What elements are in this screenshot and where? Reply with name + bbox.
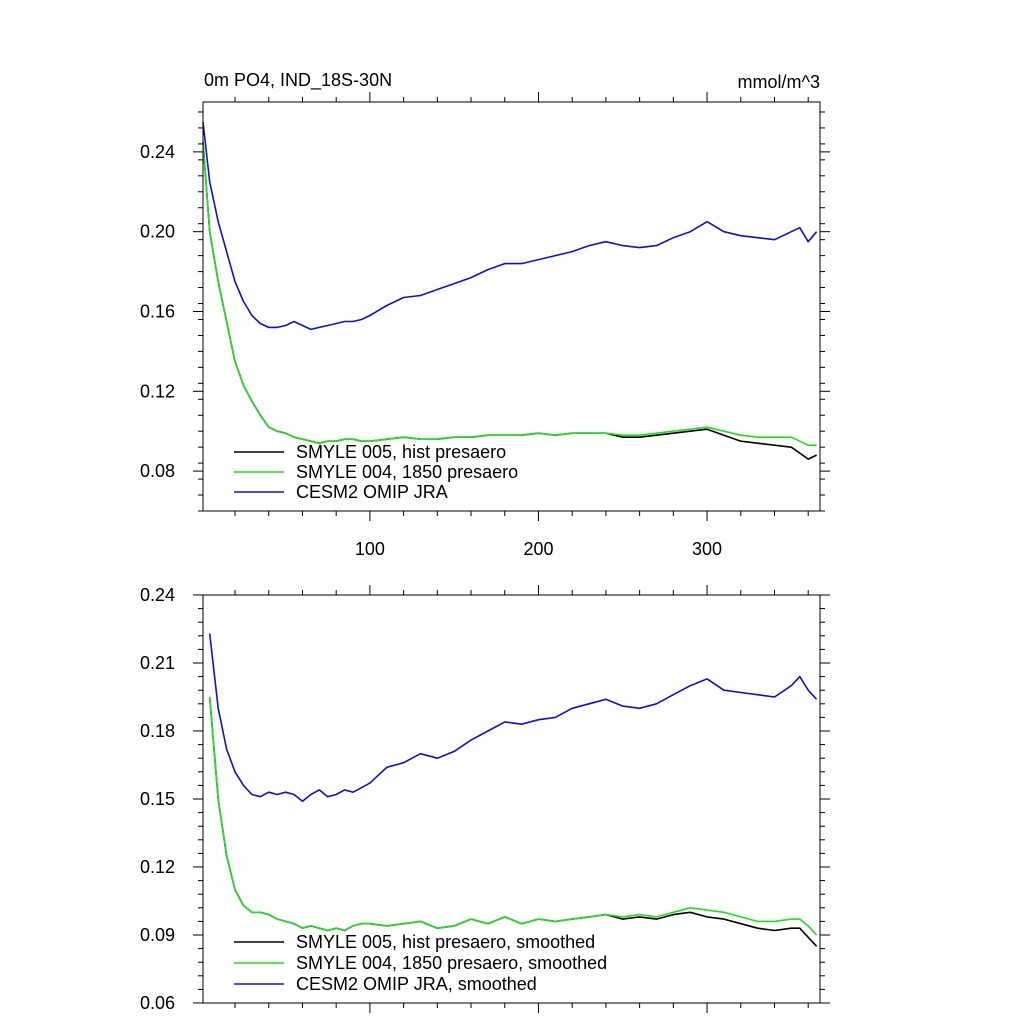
legend-label-1: SMYLE 004, 1850 presaero, smoothed bbox=[296, 953, 607, 973]
y-tick-label: 0.08 bbox=[140, 461, 175, 481]
top-panel: 0m PO4, IND_18S-30N mmol/m^3 0.08 0.12 0.1… bbox=[140, 70, 830, 559]
series-line-0 bbox=[202, 141, 817, 460]
series-line-1 bbox=[202, 141, 817, 447]
legend-label-2: CESM2 OMIP JRA, smoothed bbox=[296, 974, 537, 994]
chart-title: 0m PO4, IND_18S-30N bbox=[204, 70, 392, 91]
top-axis-ticks: 0.08 0.12 0.16 0.20 0.24 100 200 300 bbox=[140, 92, 830, 559]
series-line-1 bbox=[208, 696, 818, 936]
x-tick-label: 200 bbox=[523, 539, 553, 559]
series-line-0 bbox=[208, 696, 818, 947]
y-tick-label: 0.06 bbox=[140, 993, 175, 1013]
y-tick-label: 0.24 bbox=[140, 585, 175, 605]
bottom-plot-frame bbox=[202, 594, 821, 1004]
legend-label-2: CESM2 OMIP JRA bbox=[296, 482, 448, 502]
top-series-lines bbox=[202, 121, 818, 460]
series-line-2 bbox=[208, 633, 818, 803]
y-tick-label: 0.16 bbox=[140, 301, 175, 321]
y-tick-label: 0.15 bbox=[140, 789, 175, 809]
series-line-2 bbox=[202, 121, 818, 331]
y-tick-label: 0.09 bbox=[140, 925, 175, 945]
x-tick-label: 100 bbox=[355, 539, 385, 559]
top-plot-frame bbox=[202, 101, 821, 512]
y-tick-label: 0.20 bbox=[140, 222, 175, 242]
bottom-axis-ticks: 0.06 0.09 0.12 0.15 0.18 0.21 0.24 bbox=[140, 585, 830, 1013]
y-tick-label: 0.24 bbox=[140, 142, 175, 162]
units-label: mmol/m^3 bbox=[738, 72, 820, 92]
legend-label-0: SMYLE 005, hist presaero bbox=[296, 442, 506, 462]
legend-label-0: SMYLE 005, hist presaero, smoothed bbox=[296, 932, 595, 952]
y-tick-label: 0.12 bbox=[140, 857, 175, 877]
y-tick-label: 0.21 bbox=[140, 653, 175, 673]
x-tick-label: 300 bbox=[692, 539, 722, 559]
bottom-series-lines bbox=[208, 633, 818, 947]
bottom-panel: 0.06 0.09 0.12 0.15 0.18 0.21 0.24 SMYLE 005, … bbox=[140, 585, 830, 1013]
bottom-legend: SMYLE 005, hist presaero, smoothedSMYLE … bbox=[234, 932, 607, 994]
legend-label-1: SMYLE 004, 1850 presaero bbox=[296, 462, 518, 482]
y-tick-label: 0.12 bbox=[140, 381, 175, 401]
y-tick-label: 0.18 bbox=[140, 721, 175, 741]
